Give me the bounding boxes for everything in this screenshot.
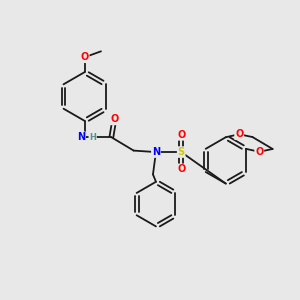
- Text: S: S: [178, 147, 185, 157]
- Text: O: O: [177, 130, 185, 140]
- Text: O: O: [177, 164, 185, 174]
- Text: H: H: [89, 133, 96, 142]
- Text: O: O: [235, 129, 243, 139]
- Text: N: N: [152, 147, 160, 157]
- Text: N: N: [77, 132, 85, 142]
- Text: O: O: [80, 52, 89, 62]
- Text: O: O: [110, 114, 118, 124]
- Text: O: O: [255, 147, 263, 157]
